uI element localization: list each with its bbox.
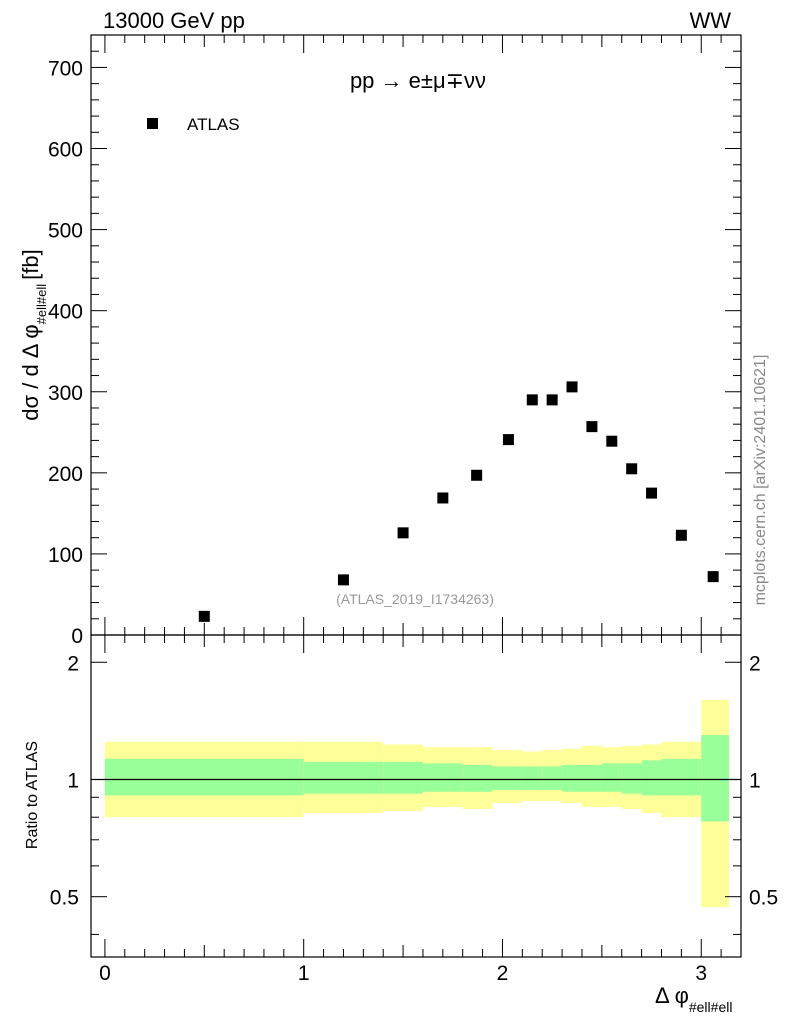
ratio-band-inner bbox=[522, 766, 543, 790]
main-y-tick-label: 0 bbox=[71, 625, 83, 648]
x-tick-label: 0 bbox=[99, 962, 111, 985]
data-point-atlas bbox=[675, 529, 687, 541]
ratio-y-tick-label: 1 bbox=[67, 769, 79, 792]
ratio-y-tick-label: 2 bbox=[67, 652, 79, 675]
data-point-atlas bbox=[337, 574, 349, 586]
data-point-atlas bbox=[546, 394, 558, 406]
energy-label: 13000 GeV pp bbox=[103, 8, 245, 33]
ratio-band-inner bbox=[641, 760, 662, 796]
ratio-bands bbox=[104, 700, 730, 908]
main-y-tick-label: 200 bbox=[48, 463, 83, 486]
ratio-y-tick-label: 0.5 bbox=[50, 887, 79, 910]
x-label-main: Δ φ bbox=[655, 983, 689, 1008]
data-point-atlas bbox=[626, 463, 638, 475]
ratio-band-inner bbox=[661, 758, 702, 796]
axis-ticks bbox=[91, 34, 741, 957]
ratio-band-inner bbox=[492, 766, 523, 790]
ratio-band-inner bbox=[701, 735, 730, 822]
data-point-atlas bbox=[471, 469, 483, 481]
main-y-tick-label: 100 bbox=[48, 544, 83, 567]
side-credit: mcplots.cern.ch [arXiv:2401.10621] bbox=[752, 355, 769, 606]
legend-label-atlas: ATLAS bbox=[187, 115, 240, 134]
x-tick-label: 2 bbox=[497, 962, 509, 985]
ratio-band-inner bbox=[462, 764, 493, 792]
legend-marker-atlas bbox=[147, 118, 158, 129]
x-axis-label: Δ φ#ell#ell bbox=[655, 983, 732, 1015]
main-y-tick-label: 400 bbox=[48, 301, 83, 324]
main-data-points bbox=[198, 381, 719, 622]
data-point-atlas bbox=[586, 421, 598, 433]
ratio-band-inner bbox=[303, 761, 384, 794]
ratio-band-inner bbox=[562, 764, 582, 792]
ratio-y-tick-label-right: 0.5 bbox=[749, 887, 778, 910]
data-point-atlas bbox=[526, 394, 538, 406]
ratio-band-inner bbox=[104, 758, 304, 796]
main-y-tick-label: 300 bbox=[48, 382, 83, 405]
data-point-atlas bbox=[566, 381, 578, 393]
y-label-unit: [fb] bbox=[18, 249, 43, 280]
data-point-atlas bbox=[437, 492, 449, 504]
process-formula: pp → e±μ∓νν bbox=[350, 68, 486, 93]
data-point-atlas bbox=[606, 435, 618, 447]
analysis-id: (ATLAS_2019_I1734263) bbox=[336, 591, 494, 607]
data-point-atlas bbox=[646, 487, 658, 499]
main-y-tick-label: 700 bbox=[48, 57, 83, 80]
svg-text:dσ / d Δ φ#ell#ell[fb]: dσ / d Δ φ#ell#ell [fb] bbox=[18, 249, 49, 420]
ratio-band-inner bbox=[581, 764, 602, 792]
data-point-atlas bbox=[198, 610, 210, 622]
ratio-band-inner bbox=[601, 763, 622, 792]
ratio-y-axis-label: Ratio to ATLAS bbox=[24, 741, 41, 849]
tick-labels: 0 100 200 300 400 500 600 700 0 1 2 3 0.5 0.5 1 1 2 2 bbox=[48, 57, 778, 985]
ratio-y-tick-label-right: 1 bbox=[749, 769, 761, 792]
ratio-band-inner bbox=[542, 766, 563, 790]
main-y-tick-label: 600 bbox=[48, 139, 83, 162]
ratio-band-inner bbox=[621, 763, 642, 794]
y-label-main: dσ / d Δ φ bbox=[18, 324, 43, 420]
data-point-atlas bbox=[502, 434, 514, 446]
ratio-band-inner bbox=[383, 761, 423, 794]
ratio-y-tick-label-right: 2 bbox=[749, 652, 761, 675]
data-point-atlas bbox=[397, 527, 409, 539]
process-label: WW bbox=[689, 8, 731, 33]
x-label-sub: #ell#ell bbox=[689, 999, 733, 1015]
x-tick-label: 1 bbox=[298, 962, 310, 985]
ratio-band-inner bbox=[422, 763, 463, 792]
data-point-atlas bbox=[707, 571, 719, 583]
main-y-tick-label: 500 bbox=[48, 220, 83, 243]
main-y-axis-label: dσ / d Δ φ#ell#ell [fb] bbox=[18, 249, 49, 420]
x-tick-label: 3 bbox=[695, 962, 707, 985]
y-label-sub: #ell#ell bbox=[34, 284, 49, 325]
ratio-panel-frame bbox=[90, 634, 742, 958]
